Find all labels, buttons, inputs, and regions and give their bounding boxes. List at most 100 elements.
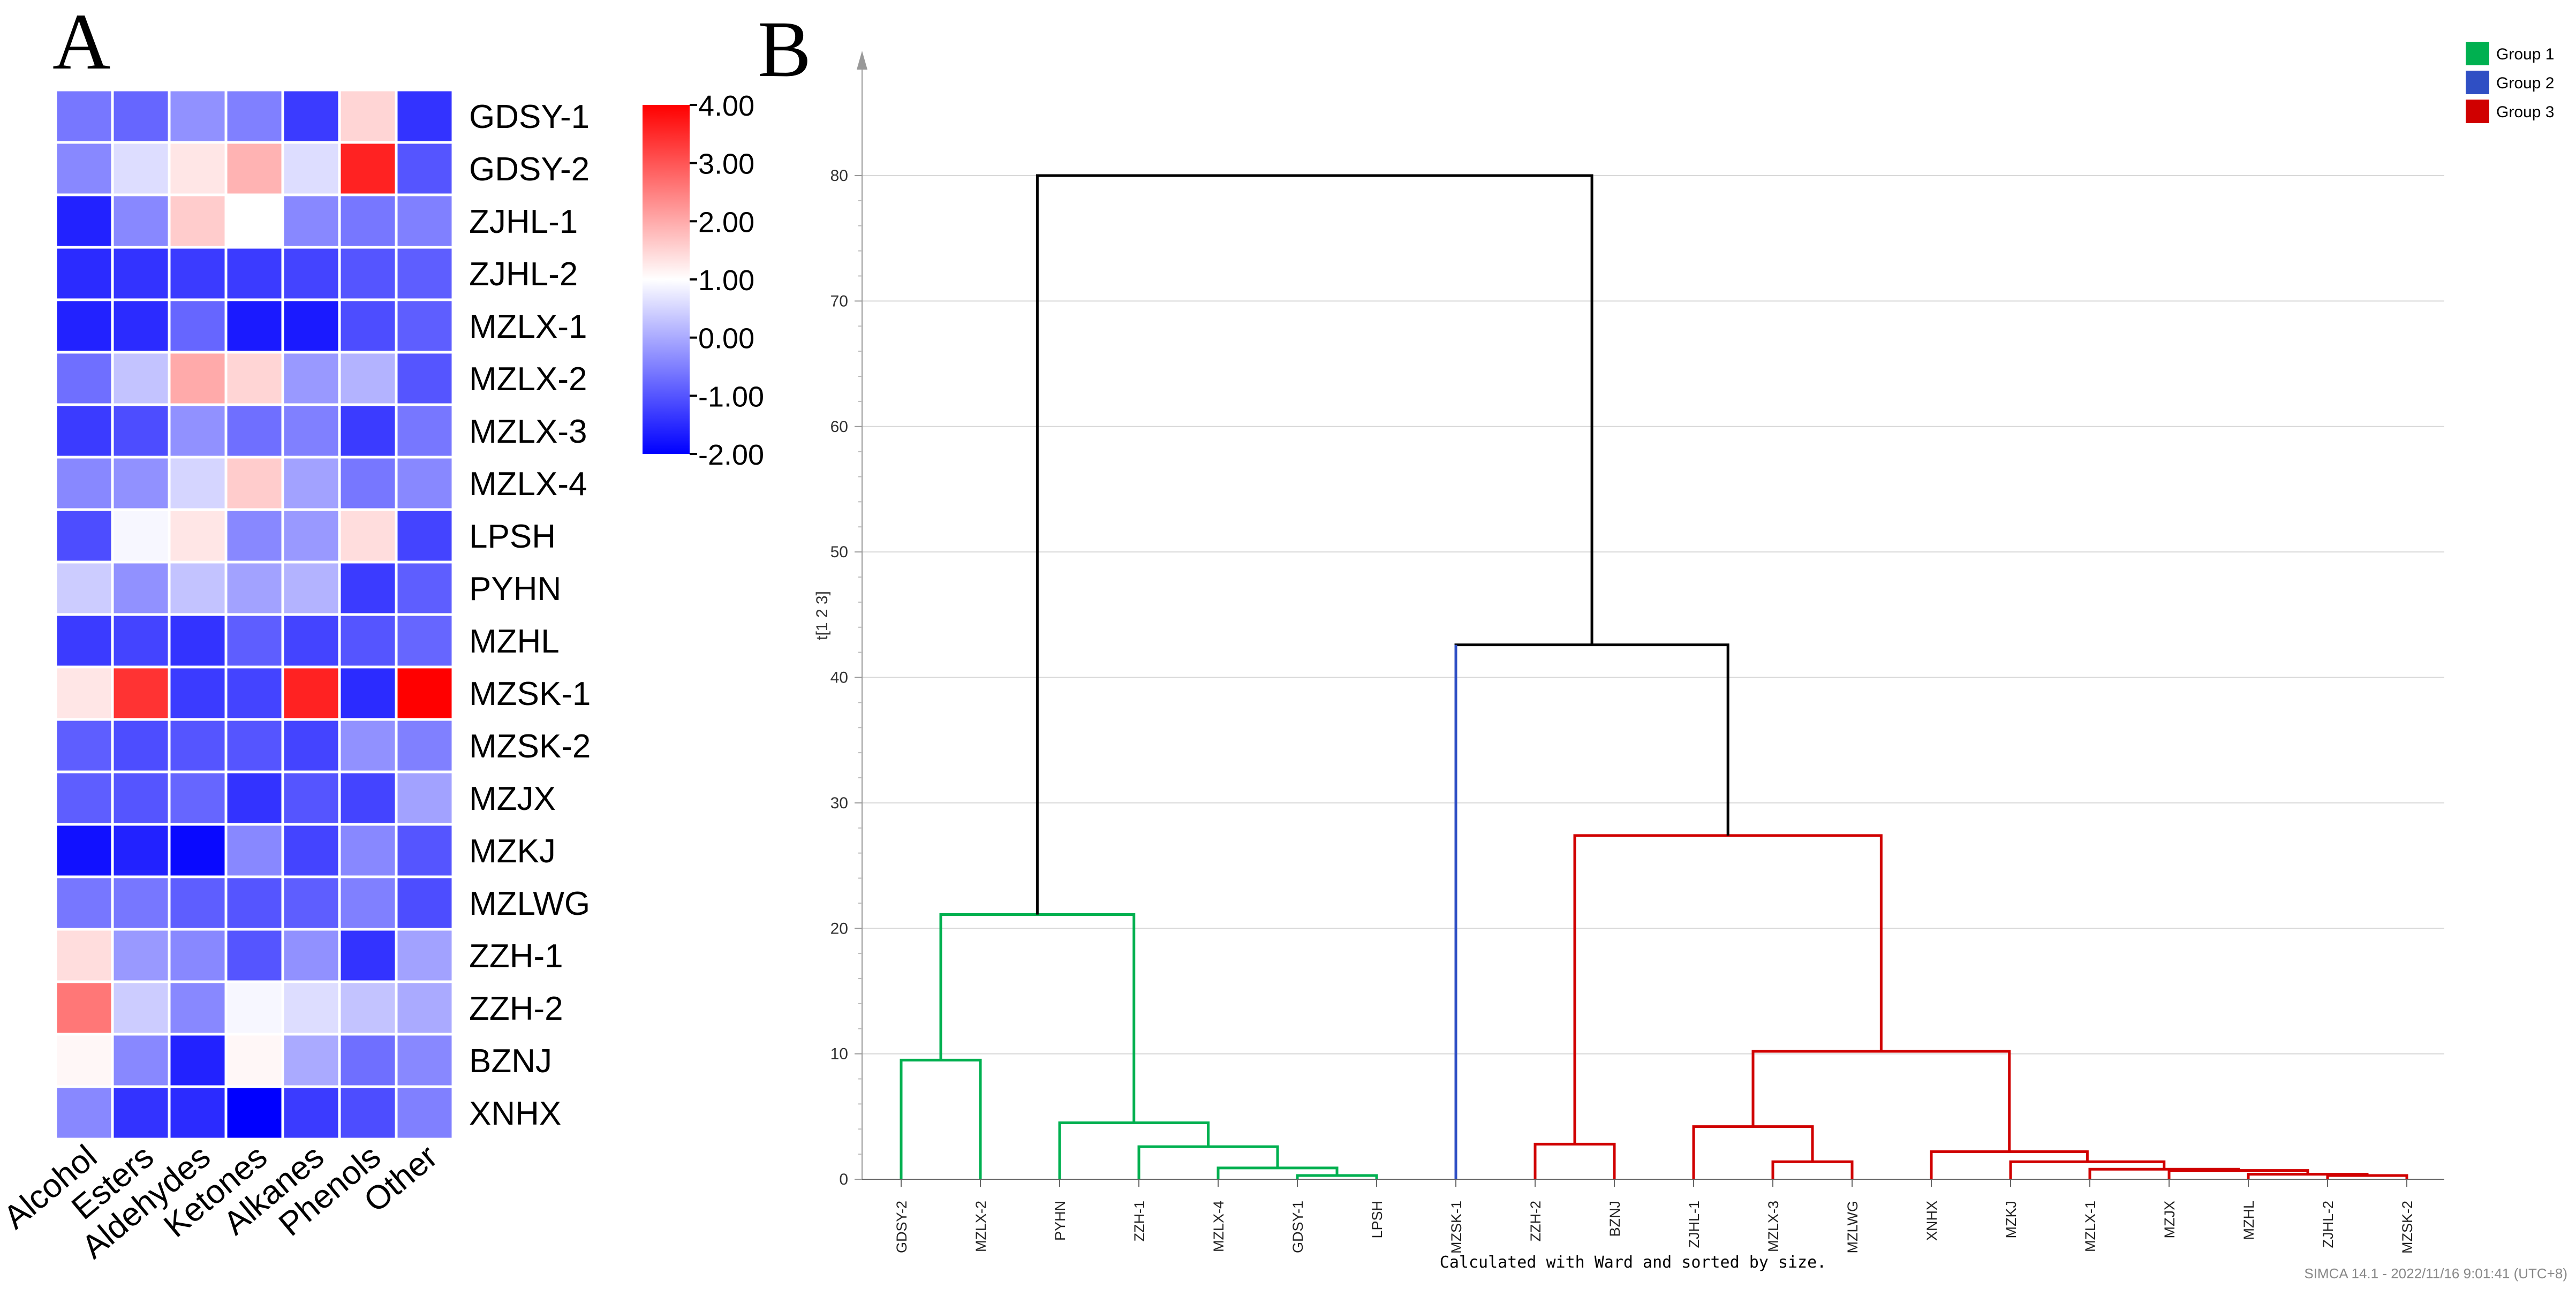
heatmap-cell xyxy=(168,246,228,301)
heatmap-row-label: ZJHL-1 xyxy=(469,203,578,240)
heatmap-cell xyxy=(281,718,341,774)
dendrogram-branch xyxy=(1692,1125,1814,1179)
dendrogram-leaf-label: GDSY-1 xyxy=(1290,1201,1306,1253)
heatmap-cell xyxy=(224,193,284,249)
heatmap-cell xyxy=(54,560,114,616)
colorbar-tick-label: -1.00 xyxy=(698,381,764,413)
dendrogram-leaf-label: GDSY-2 xyxy=(894,1201,910,1253)
y-tick-label: 70 xyxy=(830,292,848,310)
y-tick-label: 40 xyxy=(830,669,848,687)
dendrogram-leaf-label: MZJX xyxy=(2162,1201,2178,1239)
heatmap-cell xyxy=(224,875,284,931)
heatmap-row-label: MZLX-3 xyxy=(469,413,587,450)
heatmap-row-label: MZJX xyxy=(469,780,556,817)
heatmap-row-label: GDSY-1 xyxy=(469,98,590,135)
heatmap-cell xyxy=(168,403,228,459)
heatmap-cell xyxy=(224,351,284,406)
heatmap-cell xyxy=(338,770,398,826)
heatmap-cell xyxy=(168,88,228,144)
heatmap-cell xyxy=(111,928,171,983)
heatmap-row-label: MZKJ xyxy=(469,833,556,870)
heatmap-cell xyxy=(338,1085,398,1141)
heatmap-cell xyxy=(111,246,171,301)
dendrogram-branch xyxy=(1058,1121,1210,1179)
y-tick-label: 10 xyxy=(830,1045,848,1063)
heatmap-cell xyxy=(281,193,341,249)
heatmap-cell xyxy=(338,665,398,721)
heatmap-cell xyxy=(168,508,228,564)
heatmap-cell xyxy=(395,980,455,1036)
heatmap-cell xyxy=(338,560,398,616)
heatmap-cell xyxy=(168,298,228,354)
heatmap-cell xyxy=(395,351,455,406)
heatmap-cell xyxy=(395,1033,455,1088)
heatmap-cell xyxy=(281,560,341,616)
heatmap-cell xyxy=(338,88,398,144)
heatmap-cell xyxy=(111,823,171,878)
dendrogram-leaf-label: XNHX xyxy=(1924,1201,1940,1241)
dendrogram-leaf-label: ZZH-2 xyxy=(1528,1201,1544,1242)
heatmap-cell xyxy=(281,456,341,511)
colorbar-tick-label: -2.00 xyxy=(698,439,764,471)
heatmap-cell xyxy=(281,351,341,406)
heatmap-cell xyxy=(281,246,341,301)
heatmap-cell xyxy=(395,141,455,196)
heatmap-cell xyxy=(338,508,398,564)
heatmap-cell xyxy=(338,1033,398,1088)
heatmap-cell xyxy=(54,1085,114,1141)
heatmap-cell xyxy=(111,298,171,354)
dendrogram-leaf-label: LPSH xyxy=(1369,1201,1385,1239)
heatmap-cell xyxy=(395,613,455,669)
heatmap-cell xyxy=(281,141,341,196)
heatmap-cell xyxy=(111,665,171,721)
heatmap-cell xyxy=(224,613,284,669)
heatmap xyxy=(54,88,455,1141)
heatmap-cell xyxy=(281,928,341,983)
software-stamp: SIMCA 14.1 - 2022/11/16 9:01:41 (UTC+8) xyxy=(2304,1265,2567,1282)
heatmap-cell xyxy=(395,665,455,721)
heatmap-cell xyxy=(338,823,398,878)
heatmap-cell xyxy=(281,403,341,459)
heatmap-cell xyxy=(54,770,114,826)
dendrogram-branch xyxy=(2247,1173,2369,1179)
heatmap-cell xyxy=(224,928,284,983)
dendrogram-branch xyxy=(1930,1150,2089,1179)
heatmap-cell xyxy=(168,1085,228,1141)
dendrogram-leaf-label: MZKJ xyxy=(2003,1201,2019,1239)
heatmap-cell xyxy=(54,613,114,669)
heatmap-cell xyxy=(168,1033,228,1088)
heatmap-cell xyxy=(224,980,284,1036)
colorbar-tick-label: 2.00 xyxy=(698,206,754,238)
heatmap-cell xyxy=(111,613,171,669)
heatmap-cell xyxy=(224,1033,284,1088)
heatmap-cell xyxy=(338,246,398,301)
heatmap-row-label: ZJHL-2 xyxy=(469,256,578,293)
dendrogram-legend: Group 1 Group 2 Group 3 xyxy=(2466,42,2554,123)
legend-label: Group 2 xyxy=(2496,74,2554,92)
colorbar-tick-label: 4.00 xyxy=(698,90,754,122)
heatmap-row-labels: GDSY-1 GDSY-2 ZJHL-1 ZJHL-2 MZLX-1 MZLX-2 MZLX… xyxy=(469,98,591,1132)
heatmap-cell xyxy=(54,351,114,406)
heatmap-cell xyxy=(54,980,114,1036)
heatmap-cell xyxy=(168,823,228,878)
heatmap-cell xyxy=(395,928,455,983)
colorbar-tick-label: 1.00 xyxy=(698,264,754,297)
heatmap-cell xyxy=(395,770,455,826)
heatmap-cell xyxy=(224,246,284,301)
heatmap-row-label: MZLX-1 xyxy=(469,308,587,345)
heatmap-cell xyxy=(111,193,171,249)
heatmap-cell xyxy=(224,823,284,878)
heatmap-cell xyxy=(224,298,284,354)
heatmap-cell xyxy=(111,403,171,459)
heatmap-cell xyxy=(338,613,398,669)
dendrogram-leaf-label: ZJHL-2 xyxy=(2320,1201,2336,1248)
dendrogram-leaf-label: MZSK-2 xyxy=(2399,1201,2415,1254)
colorbar: 4.00 3.00 2.00 1.00 0.00 -1.00 -2.00 xyxy=(643,90,764,471)
colorbar-tick-label: 0.00 xyxy=(698,323,754,355)
dendrogram-footnote: Calculated with Ward and sorted by size. xyxy=(1440,1253,1826,1272)
heatmap-cell xyxy=(54,1033,114,1088)
heatmap-cell xyxy=(54,928,114,983)
heatmap-cell xyxy=(54,456,114,511)
legend-swatch xyxy=(2466,71,2489,94)
colorbar-gradient xyxy=(643,105,690,454)
